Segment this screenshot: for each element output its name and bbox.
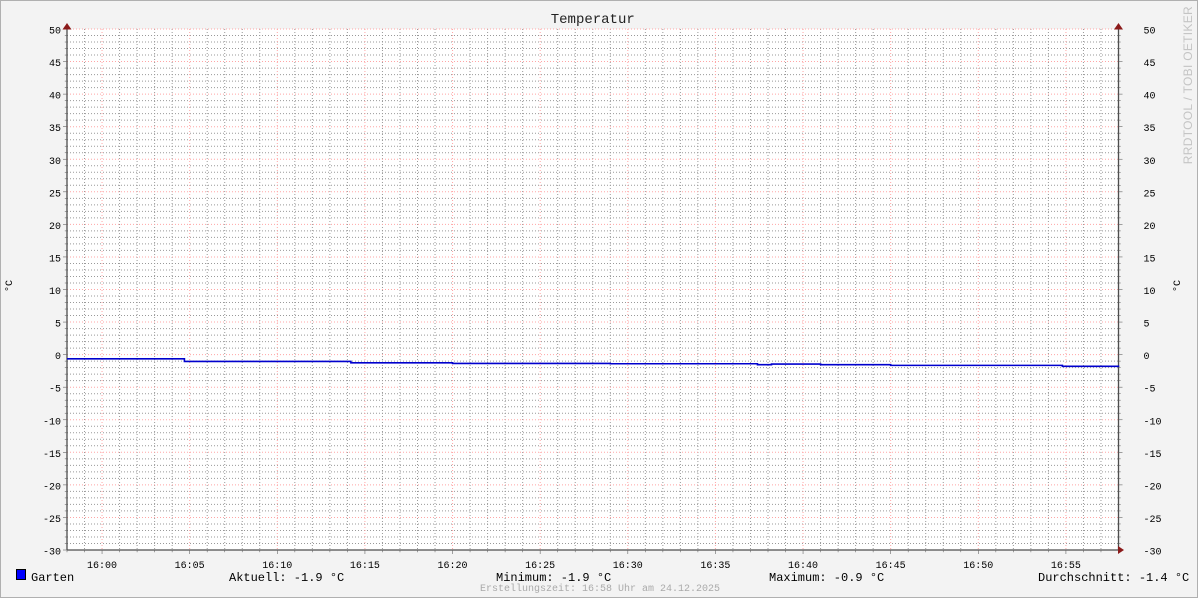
svg-text:-30: -30	[43, 548, 61, 559]
svg-text:40: 40	[1144, 92, 1156, 103]
svg-text:-5: -5	[49, 385, 61, 396]
svg-text:-30: -30	[1144, 548, 1162, 559]
svg-text:15: 15	[49, 254, 61, 265]
svg-text:-15: -15	[43, 450, 61, 461]
svg-text:10: 10	[49, 287, 61, 298]
svg-text:0: 0	[55, 352, 61, 363]
svg-text:0: 0	[1144, 352, 1150, 363]
svg-text:16:20: 16:20	[438, 561, 468, 572]
svg-text:-10: -10	[43, 417, 61, 428]
svg-text:45: 45	[49, 59, 61, 70]
svg-text:50: 50	[1144, 27, 1156, 38]
svg-text:15: 15	[1144, 254, 1156, 265]
svg-text:30: 30	[49, 157, 61, 168]
svg-text:35: 35	[1144, 124, 1156, 135]
svg-text:5: 5	[1144, 320, 1150, 331]
svg-text:-15: -15	[1144, 450, 1162, 461]
svg-text:25: 25	[49, 189, 61, 200]
svg-text:40: 40	[49, 92, 61, 103]
svg-text:25: 25	[1144, 189, 1156, 200]
svg-text:16:30: 16:30	[613, 561, 643, 572]
svg-text:°C: °C	[4, 280, 16, 292]
svg-text:45: 45	[1144, 59, 1156, 70]
svg-text:16:15: 16:15	[350, 561, 380, 572]
svg-text:30: 30	[1144, 157, 1156, 168]
svg-text:20: 20	[1144, 222, 1156, 233]
svg-text:-20: -20	[43, 482, 61, 493]
svg-text:5: 5	[55, 320, 61, 331]
svg-text:20: 20	[49, 222, 61, 233]
svg-text:16:05: 16:05	[175, 561, 205, 572]
svg-text:Temperatur: Temperatur	[551, 12, 635, 28]
svg-text:-25: -25	[1144, 515, 1162, 526]
svg-text:-5: -5	[1144, 385, 1156, 396]
svg-text:-20: -20	[1144, 482, 1162, 493]
svg-text:-25: -25	[43, 515, 61, 526]
svg-text:16:35: 16:35	[700, 561, 730, 572]
svg-text:35: 35	[49, 124, 61, 135]
svg-text:16:00: 16:00	[87, 561, 117, 572]
svg-text:50: 50	[49, 27, 61, 38]
svg-text:-10: -10	[1144, 417, 1162, 428]
svg-text:°C: °C	[1172, 280, 1184, 292]
svg-text:10: 10	[1144, 287, 1156, 298]
svg-text:16:50: 16:50	[963, 561, 993, 572]
